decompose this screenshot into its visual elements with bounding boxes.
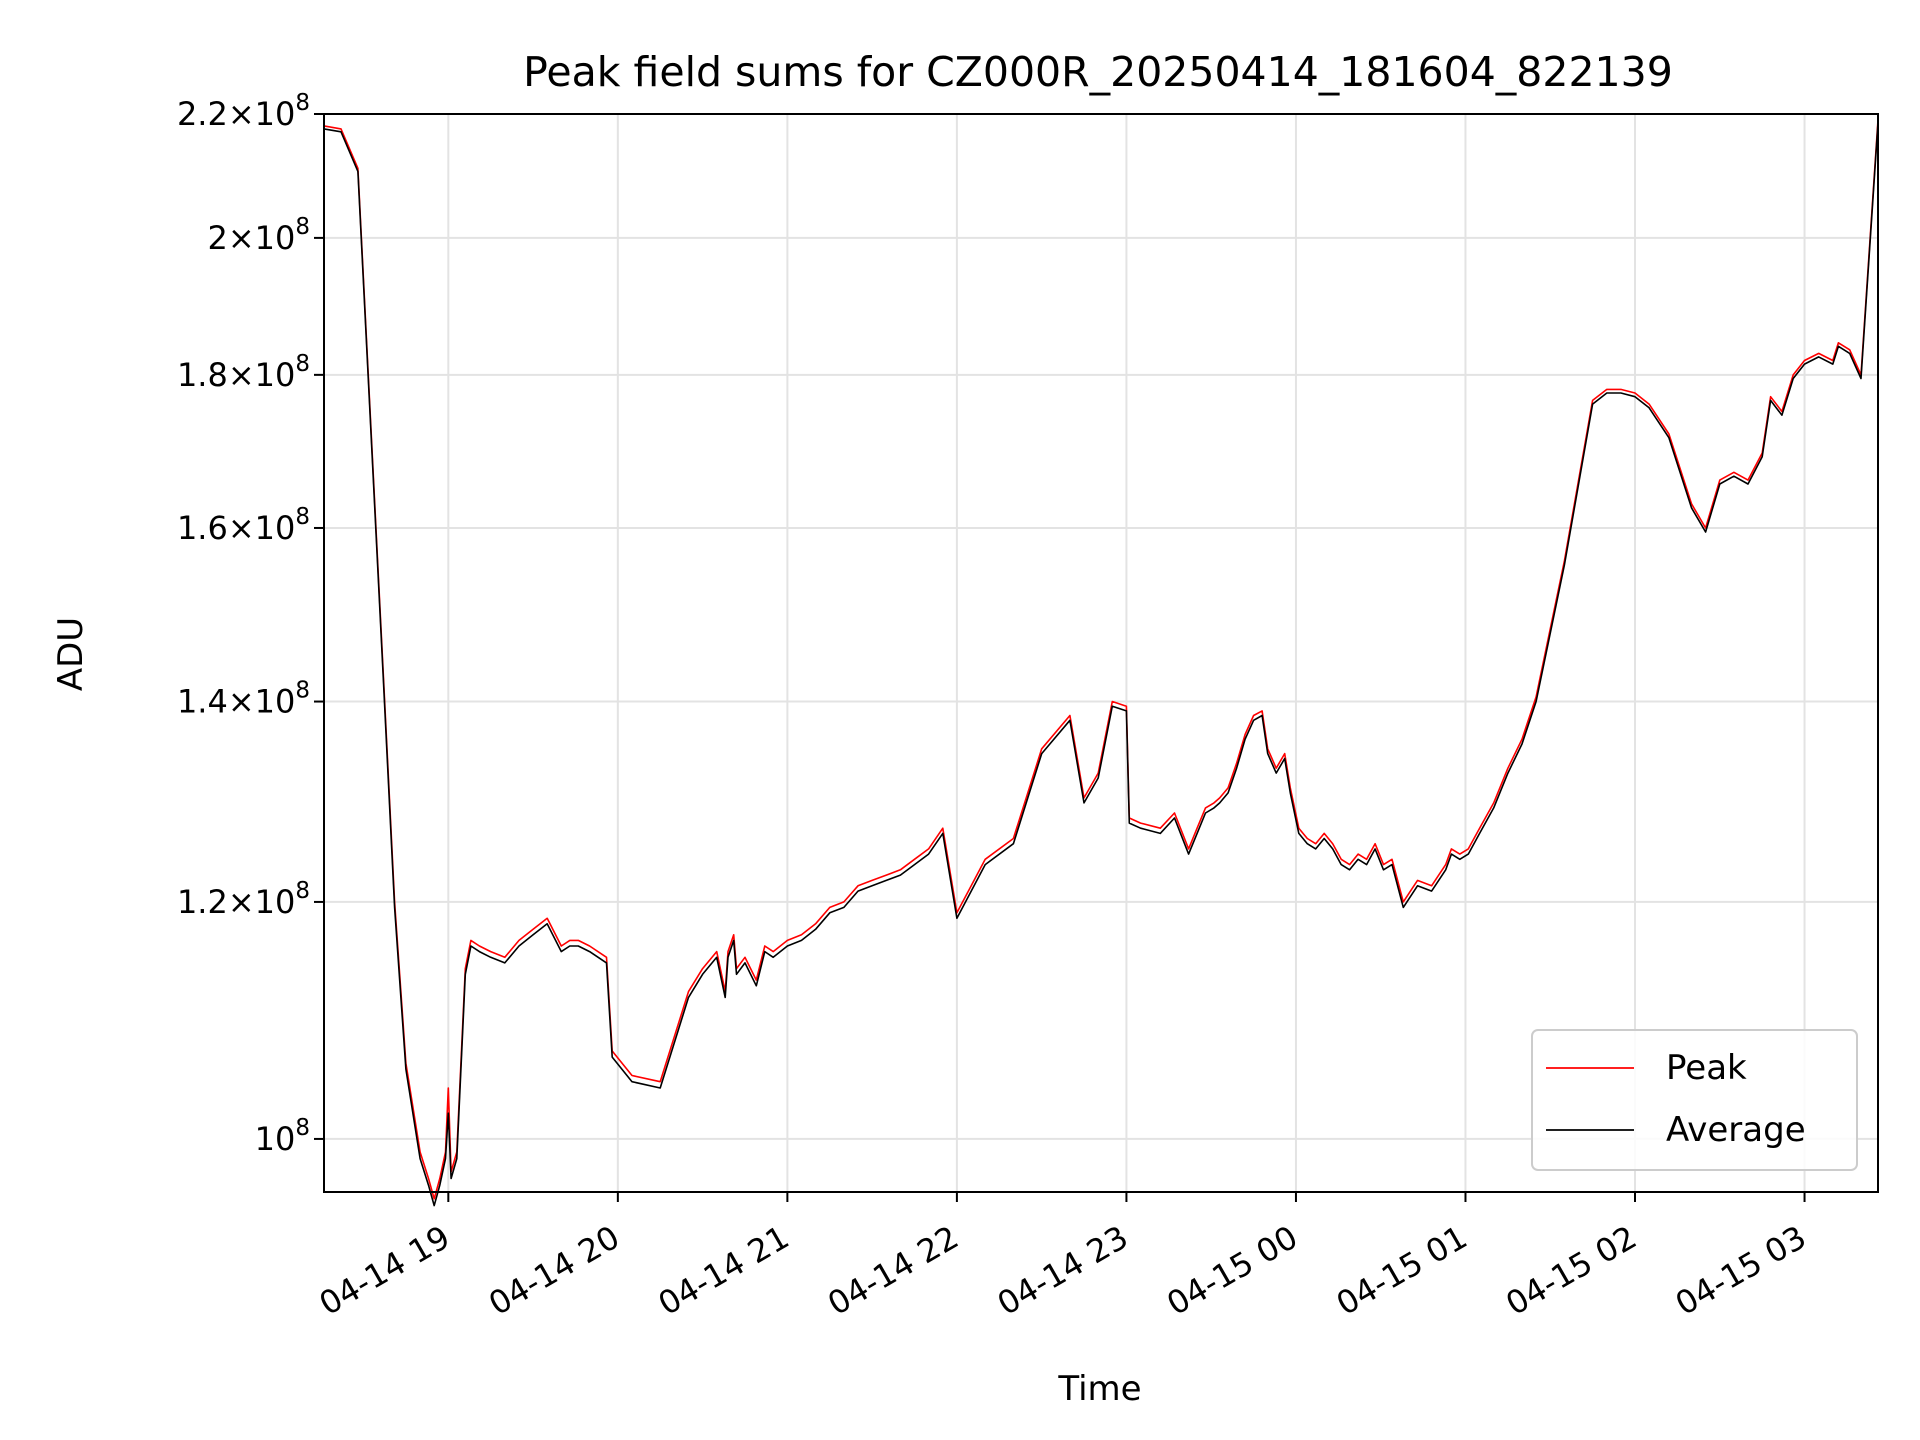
y-tick-label: 1.6×108 bbox=[177, 504, 310, 547]
y-axis: 108 1.2×108 1.4×108 1.6×108 1.8×108 2×108 2.2×… bbox=[177, 90, 324, 1158]
y-tick-label: 2.2×108 bbox=[177, 90, 310, 133]
y-tick-label: 1.8×108 bbox=[177, 351, 310, 394]
y-tick-label: 108 bbox=[255, 1115, 310, 1158]
series-line-average bbox=[323, 122, 1879, 1207]
grid bbox=[324, 113, 1878, 1192]
y-tick-label: 1.2×108 bbox=[177, 878, 310, 921]
plot-frame bbox=[323, 113, 1879, 1193]
legend-label-peak: Peak bbox=[1666, 1048, 1747, 1088]
legend-box bbox=[1531, 1029, 1858, 1171]
legend: Peak Average bbox=[1531, 1029, 1858, 1171]
y-tick-label: 2×108 bbox=[207, 214, 310, 257]
legend-label-average: Average bbox=[1666, 1110, 1806, 1150]
y-axis-label: ADU bbox=[51, 617, 91, 691]
x-axis-label: Time bbox=[1057, 1369, 1141, 1409]
series-layer bbox=[323, 119, 1879, 1207]
chart-title: Peak field sums for CZ000R_20250414_1816… bbox=[523, 48, 1673, 96]
y-tick-label: 1.4×108 bbox=[177, 678, 310, 721]
